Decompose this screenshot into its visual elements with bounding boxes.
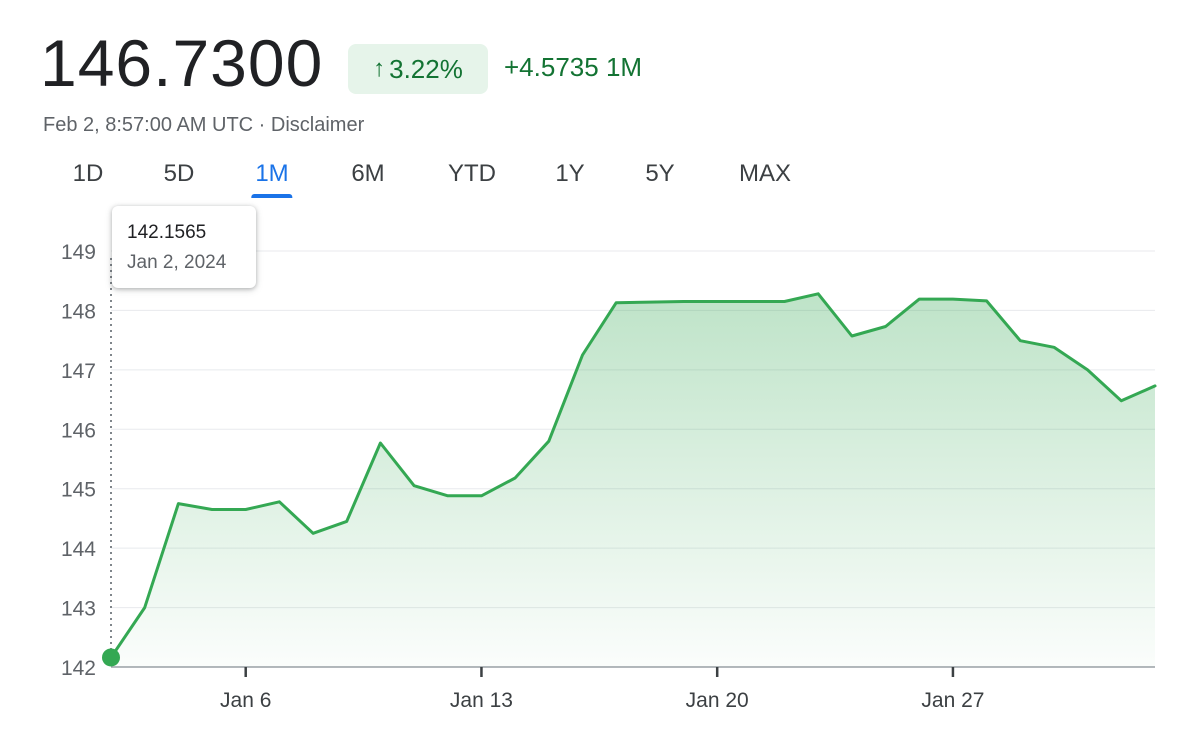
y-tick-label: 144 <box>61 538 96 561</box>
range-tabs: 1D 5D 1M 6M YTD 1Y 5Y MAX <box>0 160 900 200</box>
current-price: 146.7300 <box>40 26 324 100</box>
tab-max[interactable]: MAX <box>738 160 792 187</box>
tooltip-date: Jan 2, 2024 <box>127 252 227 273</box>
y-tick-label: 148 <box>61 300 96 323</box>
y-tick-label: 145 <box>61 479 96 502</box>
y-tick-label: 146 <box>61 419 96 442</box>
y-tick-label: 142 <box>61 657 96 680</box>
tab-6m[interactable]: 6M <box>351 160 385 187</box>
disclaimer-link[interactable]: Disclaimer <box>270 114 365 136</box>
absolute-change-value: +4.5735 <box>504 52 599 82</box>
x-tick-label: Jan 6 <box>220 689 271 712</box>
tab-1m[interactable]: 1M <box>251 160 294 198</box>
tab-1y[interactable]: 1Y <box>555 160 585 187</box>
x-tick-label: Jan 20 <box>686 689 749 712</box>
x-tick-label: Jan 27 <box>921 689 984 712</box>
price-timestamp-line: Feb 2, 8:57:00 AM UTC · Disclaimer <box>43 114 364 137</box>
separator-dot: · <box>258 114 266 136</box>
price-line <box>109 292 1157 659</box>
hover-point-marker <box>102 648 120 667</box>
tab-ytd[interactable]: YTD <box>448 160 496 187</box>
timestamp: Feb 2, 8:57:00 AM UTC <box>43 114 254 136</box>
tab-1d[interactable]: 1D <box>72 160 104 187</box>
y-tick-label: 143 <box>61 598 96 621</box>
arrow-up-icon: ↑ <box>373 55 386 82</box>
tab-5y[interactable]: 5Y <box>645 160 675 187</box>
chart-tooltip: 142.1565 Jan 2, 2024 <box>112 206 256 288</box>
absolute-change: +4.5735 1M <box>504 52 642 83</box>
tooltip-value: 142.1565 <box>127 222 207 243</box>
tab-5d[interactable]: 5D <box>163 160 195 187</box>
y-tick-label: 149 <box>61 241 96 264</box>
price-area-fill <box>111 293 1155 667</box>
percent-change-badge: ↑ 3.22% <box>348 44 488 94</box>
change-period: 1M <box>605 52 643 82</box>
x-tick-label: Jan 13 <box>450 689 513 712</box>
y-tick-label: 147 <box>61 360 96 383</box>
percent-change-value: 3.22% <box>389 53 463 84</box>
